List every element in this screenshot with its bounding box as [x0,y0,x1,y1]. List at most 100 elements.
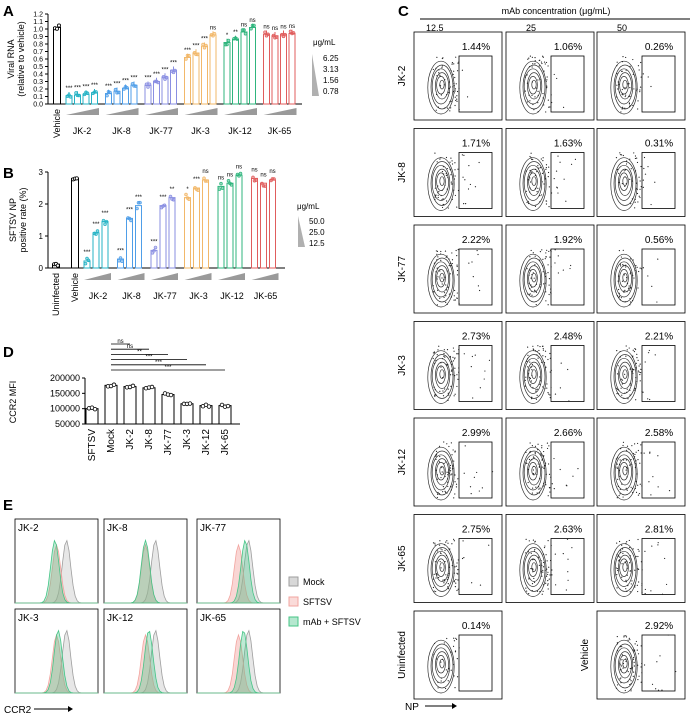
contour-ring [527,361,541,389]
event-dot [447,388,449,390]
data-point [235,37,239,41]
data-point [86,258,91,263]
event-dot [622,154,624,157]
event-dot [629,394,631,396]
event-dot [619,662,621,664]
event-dot [436,253,438,255]
event-dot [632,372,634,374]
event-dot [619,678,621,680]
event-dot [453,63,455,65]
x-axis-label: NP [405,702,419,713]
data-point [219,181,223,186]
event-dot [456,676,459,678]
contour-ring [519,543,547,597]
contour-ring [610,253,638,308]
event-dot [436,250,439,252]
event-dot [434,544,436,546]
event-dot [432,542,435,544]
event-dot [540,454,542,456]
histogram-mab-sftsv [104,538,187,604]
event-dot [625,660,627,662]
event-dot [447,586,449,588]
event-dot [635,367,637,369]
event-dot [530,156,532,159]
significance-label: ** [170,187,175,193]
legend-swatch [288,596,299,607]
event-dot [623,274,626,276]
event-dot [438,72,440,74]
event-dot [450,489,452,491]
event-dot [632,58,634,61]
event-dot [618,559,620,561]
event-dot [533,577,535,580]
row-label: JK-77 [397,256,408,283]
concentration-wedge [151,273,178,280]
event-dot [471,261,473,263]
event-dot [626,282,629,285]
event-dot [440,661,442,663]
event-dot [618,91,621,93]
event-dot [626,567,628,570]
x-category-label: JK-8 [122,291,141,301]
event-dot [543,183,545,185]
x-arrowhead [68,706,73,712]
event-dot [457,569,459,571]
event-dot [445,174,447,177]
event-dot [454,162,456,164]
data-point [55,263,60,268]
event-dot [640,76,642,78]
event-dot [545,484,547,486]
contour-ring [613,64,637,110]
y-tick-label: 150000 [50,388,80,398]
data-point [252,23,256,28]
contour-ring [610,639,638,694]
event-dot [530,366,532,368]
event-dot [621,483,623,485]
event-dot [626,541,628,543]
significance-label: *** [130,76,138,82]
event-dot [449,467,452,469]
event-dot [439,390,441,392]
event-dot [547,495,549,497]
event-dot [629,683,631,686]
event-dot [617,478,619,480]
event-dot [544,464,546,467]
x-category-label: JK-77 [163,429,174,456]
contour-ring [614,68,634,105]
contour-ring [619,269,629,288]
event-dot [458,349,460,351]
event-dot [641,569,643,571]
event-dot [444,184,446,186]
event-dot [437,192,439,194]
event-dot [449,86,451,88]
x-category-label: Vehicle [52,109,62,138]
event-dot [632,369,634,371]
data-point [130,383,136,389]
x-arrowhead [452,703,457,709]
event-dot [437,493,439,495]
event-dot [542,590,544,592]
data-point [104,219,109,224]
event-dot [452,449,454,451]
gate [550,248,585,306]
event-dot [438,445,441,447]
event-dot [621,544,623,546]
event-dot [532,158,534,161]
event-dot [557,192,559,194]
contour-ring [528,462,538,481]
event-dot [625,163,628,165]
event-dot [533,277,535,279]
event-dot [630,384,632,386]
event-dot [621,563,623,565]
significance-label: *** [145,355,153,361]
contour-ring [527,458,541,486]
event-dot [453,580,456,582]
contour-ring [613,354,637,399]
event-dot [539,78,541,80]
event-dot [458,371,460,373]
event-dot [634,198,636,200]
event-dot [544,350,547,352]
event-dot [453,497,455,499]
event-dot [657,689,660,691]
event-dot [563,178,565,180]
